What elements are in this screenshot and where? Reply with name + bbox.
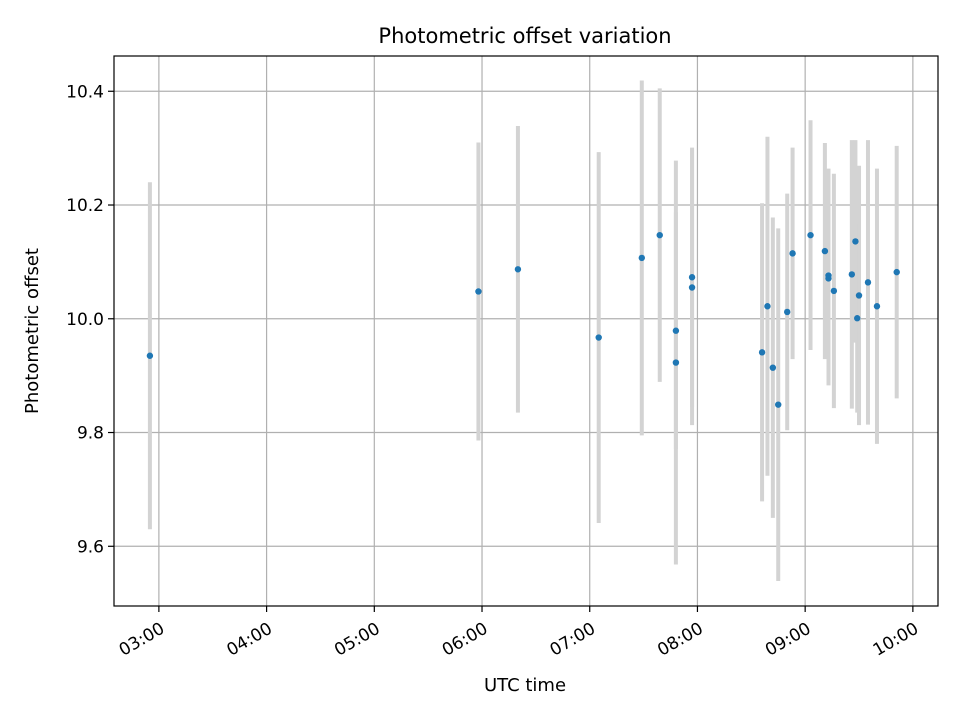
data-point: [854, 315, 861, 322]
data-point: [789, 250, 796, 257]
grid-lines: [114, 56, 938, 606]
y-tick-label: 10.2: [66, 196, 104, 216]
data-point: [514, 266, 522, 273]
data-point: [475, 288, 482, 295]
data-point: [764, 303, 771, 310]
data-point: [595, 334, 602, 341]
data-point: [830, 287, 838, 295]
data-point: [855, 292, 863, 299]
data-point: [688, 284, 696, 291]
data-point: [146, 352, 154, 359]
x-axis-label: UTC time: [484, 675, 566, 696]
data-point: [784, 308, 791, 316]
data-point: [821, 247, 829, 255]
data-point: [672, 327, 680, 334]
data-points: [146, 231, 900, 408]
y-axis-label: Photometric offset: [22, 248, 43, 414]
data-point: [807, 231, 814, 239]
data-point: [775, 401, 782, 408]
data-point: [656, 231, 663, 239]
data-point: [672, 359, 680, 366]
y-tick-label: 9.6: [77, 537, 104, 557]
data-point: [638, 254, 645, 262]
y-axis-ticks: 9.6 9.8 10.0 10.2 10.4: [66, 82, 114, 557]
data-point: [893, 268, 900, 276]
data-point: [769, 364, 777, 371]
plot-area-frame: [113, 55, 939, 607]
data-point: [852, 238, 859, 245]
data-point: [873, 303, 881, 310]
y-tick-label: 9.8: [77, 424, 104, 444]
data-point: [848, 271, 856, 278]
data-point: [688, 274, 696, 281]
y-tick-label: 10.0: [66, 310, 104, 330]
y-tick-label: 10.4: [66, 82, 104, 102]
data-point: [758, 349, 766, 356]
chart-title: Photometric offset variation: [378, 24, 671, 48]
data-point: [825, 275, 832, 282]
data-point: [864, 279, 872, 286]
